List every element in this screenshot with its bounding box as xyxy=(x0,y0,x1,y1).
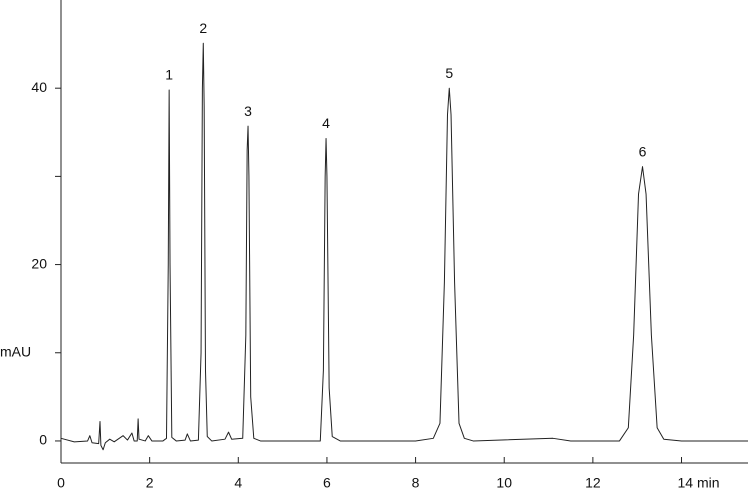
x-tick-label: 12 xyxy=(585,475,601,490)
peak-label: 2 xyxy=(199,20,207,36)
y-axis-label: mAU xyxy=(0,344,31,360)
x-tick-label: 6 xyxy=(323,475,331,490)
x-tick-label: 8 xyxy=(412,475,420,490)
y-tick-label: 40 xyxy=(31,79,47,95)
x-tick-label: 14 min xyxy=(678,475,720,490)
peak-label: 4 xyxy=(322,115,330,131)
x-tick-label: 4 xyxy=(234,475,242,490)
x-tick-label: 2 xyxy=(146,475,154,490)
x-tick-label: 0 xyxy=(57,475,65,490)
peak-label: 6 xyxy=(639,143,647,159)
peak-label: 3 xyxy=(244,103,252,119)
chromatogram-trace xyxy=(60,42,748,451)
y-tick-label: 20 xyxy=(31,255,47,271)
peak-label: 1 xyxy=(165,67,173,83)
y-tick-label: 0 xyxy=(39,432,47,448)
peak-label: 5 xyxy=(445,65,453,81)
x-tick-label: 10 xyxy=(496,475,512,490)
